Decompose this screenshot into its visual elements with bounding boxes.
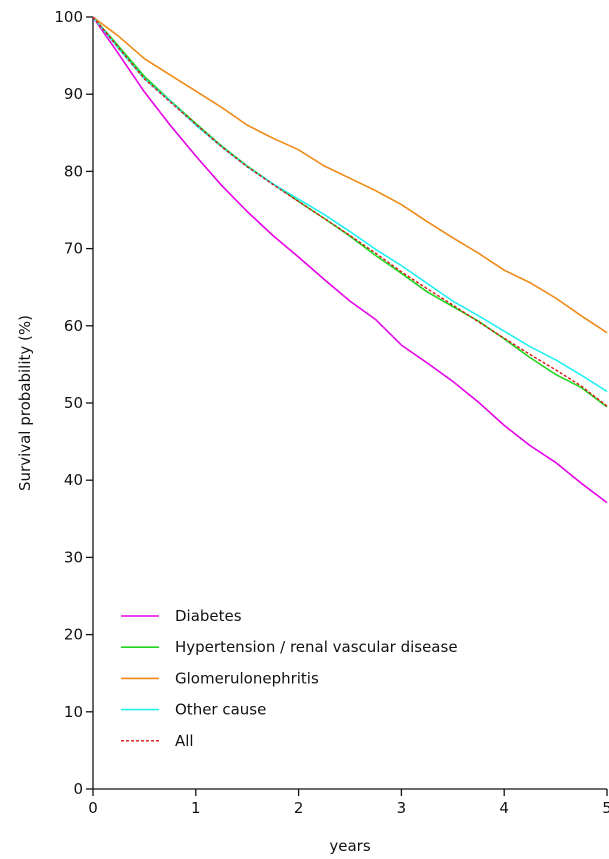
y-tick-label: 30 — [64, 548, 83, 566]
x-tick-label: 3 — [397, 799, 407, 817]
y-tick-label: 50 — [64, 394, 83, 412]
y-tick-label: 80 — [64, 162, 83, 180]
y-tick-label: 100 — [54, 8, 83, 26]
y-tick-label: 40 — [64, 471, 83, 489]
y-tick-label: 90 — [64, 85, 83, 103]
x-ticks: 0 1 2 3 4 5 — [88, 789, 609, 817]
legend-label-4: All — [175, 732, 194, 750]
x-tick-label: 2 — [294, 799, 304, 817]
y-ticks: 0 10 20 30 40 50 60 70 80 90 100 — [54, 8, 93, 798]
x-tick-label: 5 — [602, 799, 609, 817]
x-tick-label: 4 — [499, 799, 509, 817]
y-tick-label: 20 — [64, 626, 83, 644]
y-tick-label: 70 — [64, 240, 83, 258]
x-axis-title: years — [329, 837, 370, 855]
axes — [92, 17, 607, 790]
series-lines — [92, 16, 608, 504]
legend-label-0: Diabetes — [175, 607, 242, 625]
y-tick-label: 10 — [64, 703, 83, 721]
x-tick-label: 1 — [191, 799, 201, 817]
series-line-4 — [92, 16, 608, 407]
series-line-2 — [92, 16, 608, 334]
legend-label-1: Hypertension / renal vascular disease — [175, 638, 458, 656]
series-line-3 — [92, 16, 608, 393]
legend-label-2: Glomerulonephritis — [175, 669, 319, 687]
legend-label-3: Other cause — [175, 701, 266, 719]
y-tick-label: 0 — [73, 780, 83, 798]
x-tick-label: 0 — [88, 799, 98, 817]
y-tick-label: 60 — [64, 317, 83, 335]
legend: Diabetes Hypertension / renal vascular di… — [121, 607, 458, 750]
series-line-0 — [92, 16, 608, 504]
y-axis-title: Survival probability (%) — [16, 315, 34, 491]
